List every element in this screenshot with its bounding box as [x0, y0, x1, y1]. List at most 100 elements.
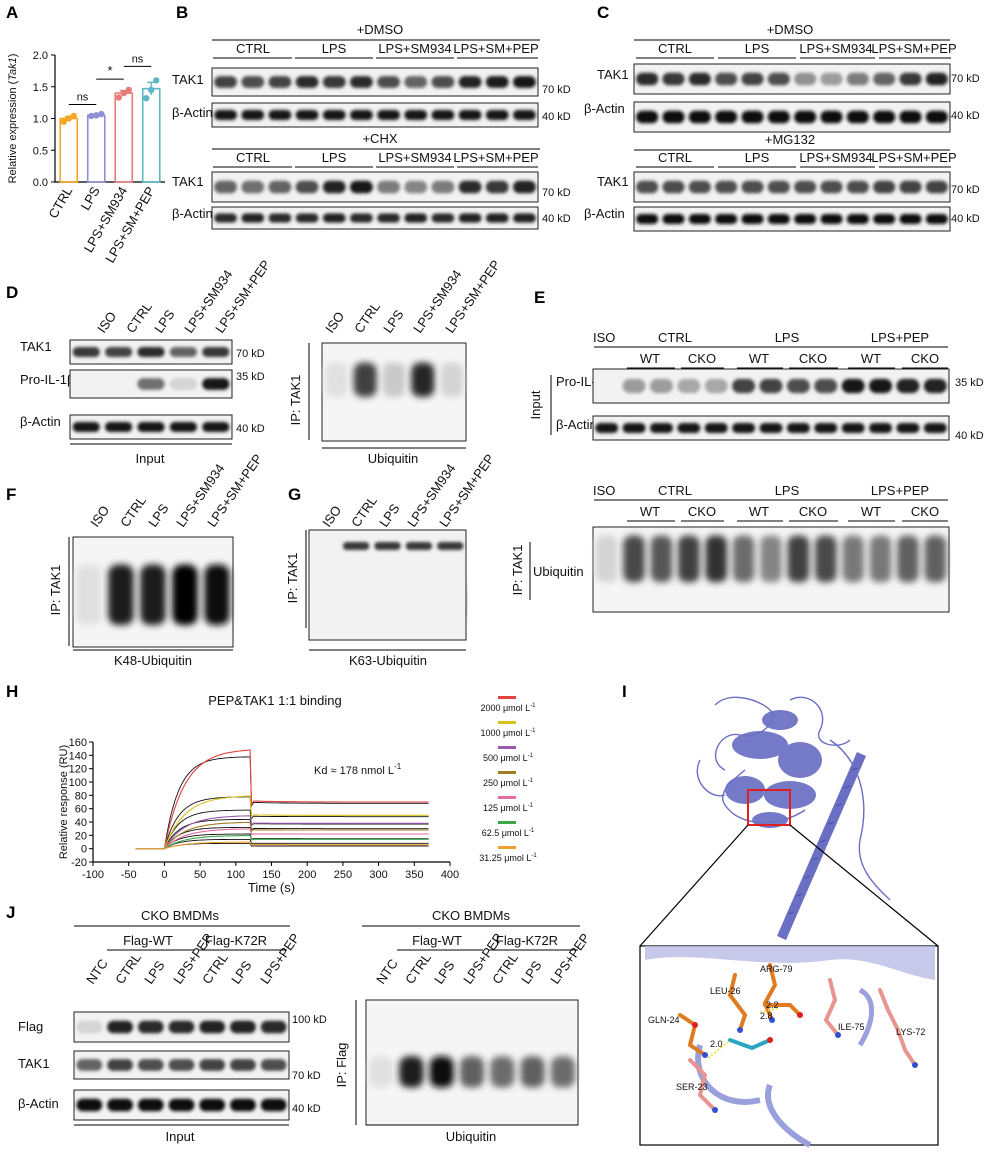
- blot-band: [873, 72, 896, 86]
- blot-band: [794, 110, 817, 124]
- blot-band: [199, 1020, 226, 1034]
- lane-label-ctrl: CTRL: [112, 950, 144, 986]
- blot-band: [350, 76, 373, 88]
- legend-swatch: [498, 846, 516, 849]
- blot-band: [76, 1020, 103, 1034]
- blot-band: [241, 180, 265, 194]
- blot-band: [107, 1020, 133, 1034]
- blot-band: [458, 76, 482, 88]
- group-label-ctrl: CTRL: [658, 483, 692, 498]
- panel-letter-g: G: [288, 485, 301, 504]
- blot-band: [268, 213, 292, 223]
- blot-band: [230, 1098, 256, 1112]
- blot-band: [767, 72, 790, 86]
- blot-band: [230, 1020, 256, 1034]
- group-label-lps-sm-pep: LPS+SM+PEP: [871, 150, 956, 165]
- panel-b: B +DMSO CTRL LPS LPS+SM934 LPS+SM+PEP TA…: [172, 3, 571, 230]
- blot-band: [404, 109, 428, 121]
- blot-band: [404, 180, 428, 194]
- mw-40-label: 40 kD: [951, 110, 980, 122]
- blot-band: [169, 378, 198, 390]
- treatment-dmso-label: +DMSO: [767, 22, 814, 37]
- cko-label: CKO: [799, 351, 827, 366]
- blot-band: [137, 346, 165, 358]
- mw-100-label: 100 kD: [292, 1014, 327, 1026]
- fit-curve: [135, 818, 429, 850]
- blot-band: [485, 109, 509, 121]
- blot-band: [513, 109, 536, 121]
- panel-a: A 0.0 0.5 1.0 1.5 2.0 Relative expression (Ta…: [6, 3, 165, 265]
- blot-b-chx-tak1: [211, 171, 539, 203]
- y-tick-label: 20: [75, 830, 87, 842]
- ubiquitin-smear: [140, 564, 166, 625]
- ubiquitin-smear: [520, 1056, 545, 1088]
- blot-band: [404, 213, 428, 223]
- blot-band: [814, 378, 838, 394]
- blot-band: [636, 213, 659, 225]
- x-tick-label: 50: [194, 869, 206, 881]
- lane-label-lps: LPS: [141, 958, 168, 987]
- blot-band: [485, 76, 509, 88]
- residue-label-ile75: ILE-75: [838, 1022, 865, 1032]
- blot-band: [295, 213, 319, 223]
- panel-h: H PEP&TAK1 1:1 binding -2002040608010012…: [6, 682, 537, 895]
- lane-label-iso: ISO: [94, 309, 119, 336]
- blot-band: [715, 180, 738, 194]
- x-tick-label: 150: [262, 869, 280, 881]
- actin-label: β-Actin: [20, 414, 61, 429]
- ubiquitin-smear: [204, 564, 230, 625]
- chart-h-legend: 2000 μmol L-1 1000 μmol L-1 500 μmol L-1 25…: [479, 696, 537, 863]
- ip-tak1-label: IP: TAK1: [510, 545, 525, 596]
- data-point: [115, 94, 122, 101]
- lane-labels-f: ISO CTRL LPS LPS+SM934 LPS+SM+PEP: [87, 451, 265, 529]
- lane-label-iso: ISO: [319, 503, 344, 530]
- y-tick-label: 140: [69, 750, 87, 762]
- blot-band: [846, 72, 869, 86]
- blot-band: [846, 180, 869, 194]
- group-header-b2: CTRL LPS LPS+SM934 LPS+SM+PEP: [213, 150, 539, 168]
- series-line: [135, 821, 429, 850]
- tak1-label: TAK1: [597, 67, 629, 82]
- group-label-lps-sm934: LPS+SM934: [378, 41, 451, 56]
- fit-curve: [135, 756, 429, 850]
- group-label-lps: LPS: [745, 41, 770, 56]
- y-tick-label: 0: [81, 844, 87, 856]
- treatment-chx-label: +CHX: [362, 131, 397, 146]
- blot-frame: [633, 171, 951, 203]
- group-label-lps-sm934: LPS+SM934: [378, 150, 451, 165]
- blot-band: [820, 180, 843, 194]
- blot-band: [168, 1098, 195, 1112]
- blot-band: [199, 1059, 226, 1071]
- blot-band: [241, 109, 265, 121]
- blot-band: [214, 109, 237, 121]
- zoom-region-box: [747, 789, 791, 826]
- fit-curve: [135, 838, 429, 850]
- blot-c-mg132-actin: [633, 206, 951, 232]
- y-tick-label: 0.0: [33, 177, 48, 189]
- panel-j: J CKO BMDMs Flag-WT Flag-K72R NTC CTRL L…: [6, 903, 593, 1144]
- ubiquitin-smear: [399, 1056, 424, 1088]
- blot-band: [688, 72, 711, 86]
- blot-d-tak1: [69, 339, 233, 365]
- blot-band: [199, 1098, 226, 1112]
- blot-band: [688, 180, 711, 194]
- y-tick-label: 40: [75, 817, 87, 829]
- blot-e-pro-il1b: [592, 368, 950, 404]
- blot-band: [377, 180, 400, 194]
- blot-frame: [211, 206, 539, 230]
- mw-40-label: 40 kD: [542, 111, 571, 123]
- series-line: [135, 815, 429, 850]
- x-tick-label: 400: [441, 869, 459, 881]
- group-label-lps-sm934: LPS+SM934: [799, 41, 872, 56]
- group-label-lps: LPS: [775, 330, 800, 345]
- ubiquitin-smear: [787, 535, 810, 583]
- blot-d-pro-il1b: [69, 369, 233, 399]
- lane-label-lps: LPS: [431, 958, 458, 987]
- blot-band: [767, 110, 790, 124]
- cko-bmdms-label: CKO BMDMs: [141, 908, 220, 923]
- ip-tak1-label: IP: TAK1: [288, 375, 303, 426]
- blot-band: [374, 542, 401, 550]
- group-header-b1: CTRL LPS LPS+SM934 LPS+SM+PEP: [213, 41, 539, 59]
- cko-label: CKO: [911, 504, 939, 519]
- ip-flag-label: IP: Flag: [334, 1043, 349, 1088]
